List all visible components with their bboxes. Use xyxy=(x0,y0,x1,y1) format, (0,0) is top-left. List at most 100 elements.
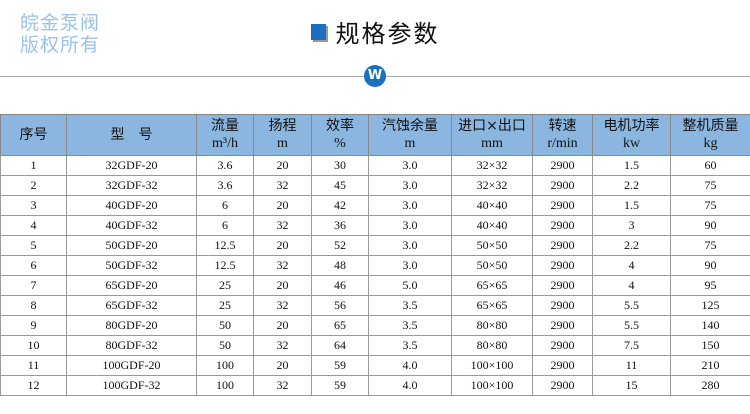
table-cell: 20 xyxy=(253,315,312,336)
table-cell: 2900 xyxy=(532,315,593,336)
table-cell: 140 xyxy=(670,315,750,336)
table-cell: 3.6 xyxy=(196,175,254,196)
header-label: 电机功率 xyxy=(603,118,660,134)
header-label: 汽蚀余量 xyxy=(382,118,438,134)
table-cell: 280 xyxy=(670,375,750,396)
column-header: 电机功率 kw xyxy=(592,114,671,156)
spec-table: 序号 型 号 流量 m³/h 扬程 m 效率% 汽蚀余量 m 进口×出口 mm 转速 r/min 电机功率… xyxy=(0,114,750,396)
table-cell: 32 xyxy=(253,215,312,236)
table-cell: 6 xyxy=(196,195,254,216)
section-title: 规格参数 xyxy=(0,14,750,49)
table-cell: 65GDF-32 xyxy=(66,295,197,316)
column-header: 型 号 xyxy=(66,114,197,156)
header-unit: m xyxy=(277,136,288,151)
table-cell: 2900 xyxy=(532,295,593,316)
header-label: 进口×出口 xyxy=(458,118,526,134)
table-cell: 1.5 xyxy=(592,195,671,216)
table-cell: 2900 xyxy=(532,255,593,276)
table-cell: 32 xyxy=(253,335,312,356)
table-cell: 100GDF-32 xyxy=(66,375,197,396)
table-cell: 210 xyxy=(670,355,750,376)
header-unit: r/min xyxy=(547,136,578,151)
table-cell: 2900 xyxy=(532,335,593,356)
table-cell: 32×32 xyxy=(451,175,533,196)
table-cell: 50 xyxy=(196,335,254,356)
table-cell: 3 xyxy=(0,195,67,216)
table-cell: 4 xyxy=(592,255,671,276)
table-cell: 11 xyxy=(0,355,67,376)
header-unit: m³/h xyxy=(212,136,238,151)
header-unit: kg xyxy=(703,136,718,151)
table-cell: 15 xyxy=(592,375,671,396)
table-cell: 12.5 xyxy=(196,235,254,256)
table-row: 11 100GDF-20 100 20 59 4.0 100×100 2900 11 210 xyxy=(0,355,750,376)
table-cell: 2.2 xyxy=(592,235,671,256)
table-cell: 2900 xyxy=(532,235,593,256)
table-cell: 45 xyxy=(311,175,369,196)
table-cell: 100 xyxy=(196,355,254,376)
table-cell: 100GDF-20 xyxy=(66,355,197,376)
table-cell: 5.5 xyxy=(592,295,671,316)
table-cell: 6 xyxy=(196,215,254,236)
table-cell: 59 xyxy=(311,355,369,376)
table-cell: 12.5 xyxy=(196,255,254,276)
table-cell: 32GDF-20 xyxy=(66,155,197,176)
table-cell: 20 xyxy=(253,275,312,296)
table-cell: 5.5 xyxy=(592,315,671,336)
table-cell: 56 xyxy=(311,295,369,316)
table-cell: 50×50 xyxy=(451,235,533,256)
table-cell: 40GDF-20 xyxy=(66,195,197,216)
table-cell: 65 xyxy=(311,315,369,336)
table-cell: 64 xyxy=(311,335,369,356)
table-cell: 3.5 xyxy=(368,335,452,356)
table-cell: 5.0 xyxy=(368,275,452,296)
table-cell: 2900 xyxy=(532,175,593,196)
table-cell: 3.6 xyxy=(196,155,254,176)
table-cell: 50GDF-32 xyxy=(66,255,197,276)
table-row: 8 65GDF-32 25 32 56 3.5 65×65 2900 5.5 125 xyxy=(0,295,750,316)
column-header: 转速 r/min xyxy=(532,114,593,156)
table-row: 10 80GDF-32 50 32 64 3.5 80×80 2900 7.5 150 xyxy=(0,335,750,356)
header-label: 转速 xyxy=(548,118,577,134)
table-cell: 59 xyxy=(311,375,369,396)
table-cell: 4.0 xyxy=(368,375,452,396)
column-header: 汽蚀余量 m xyxy=(368,114,452,156)
table-cell: 30 xyxy=(311,155,369,176)
table-cell: 90 xyxy=(670,255,750,276)
table-cell: 40×40 xyxy=(451,195,533,216)
table-cell: 32 xyxy=(253,375,312,396)
table-cell: 2900 xyxy=(532,195,593,216)
table-row: 1 32GDF-20 3.6 20 30 3.0 32×32 2900 1.5 60 xyxy=(0,155,750,176)
table-cell: 3.0 xyxy=(368,215,452,236)
table-cell: 6 xyxy=(0,255,67,276)
table-cell: 2.2 xyxy=(592,175,671,196)
table-cell: 32 xyxy=(253,255,312,276)
brand-logo-icon: W xyxy=(364,65,386,87)
table-cell: 25 xyxy=(196,295,254,316)
table-cell: 48 xyxy=(311,255,369,276)
table-cell: 100 xyxy=(196,375,254,396)
table-cell: 65×65 xyxy=(451,275,533,296)
table-cell: 9 xyxy=(0,315,67,336)
column-header: 扬程 m xyxy=(253,114,312,156)
table-cell: 2900 xyxy=(532,375,593,396)
table-cell: 3.0 xyxy=(368,255,452,276)
table-cell: 80GDF-20 xyxy=(66,315,197,336)
table-cell: 3.0 xyxy=(368,195,452,216)
table-cell: 46 xyxy=(311,275,369,296)
header-label: 扬程 xyxy=(268,118,297,134)
table-cell: 2900 xyxy=(532,155,593,176)
table-cell: 3.0 xyxy=(368,235,452,256)
table-cell: 50 xyxy=(196,315,254,336)
table-row: 6 50GDF-32 12.5 32 48 3.0 50×50 2900 4 90 xyxy=(0,255,750,276)
table-cell: 75 xyxy=(670,235,750,256)
table-cell: 80GDF-32 xyxy=(66,335,197,356)
table-cell: 11 xyxy=(592,355,671,376)
column-header: 整机质量 kg xyxy=(670,114,750,156)
section-title-text: 规格参数 xyxy=(335,20,440,48)
table-row: 3 40GDF-20 6 20 42 3.0 40×40 2900 1.5 75 xyxy=(0,195,750,216)
header-label: 序号 xyxy=(19,126,48,143)
table-cell: 90 xyxy=(670,215,750,236)
table-cell: 150 xyxy=(670,335,750,356)
header-label: 效率 xyxy=(326,118,354,134)
